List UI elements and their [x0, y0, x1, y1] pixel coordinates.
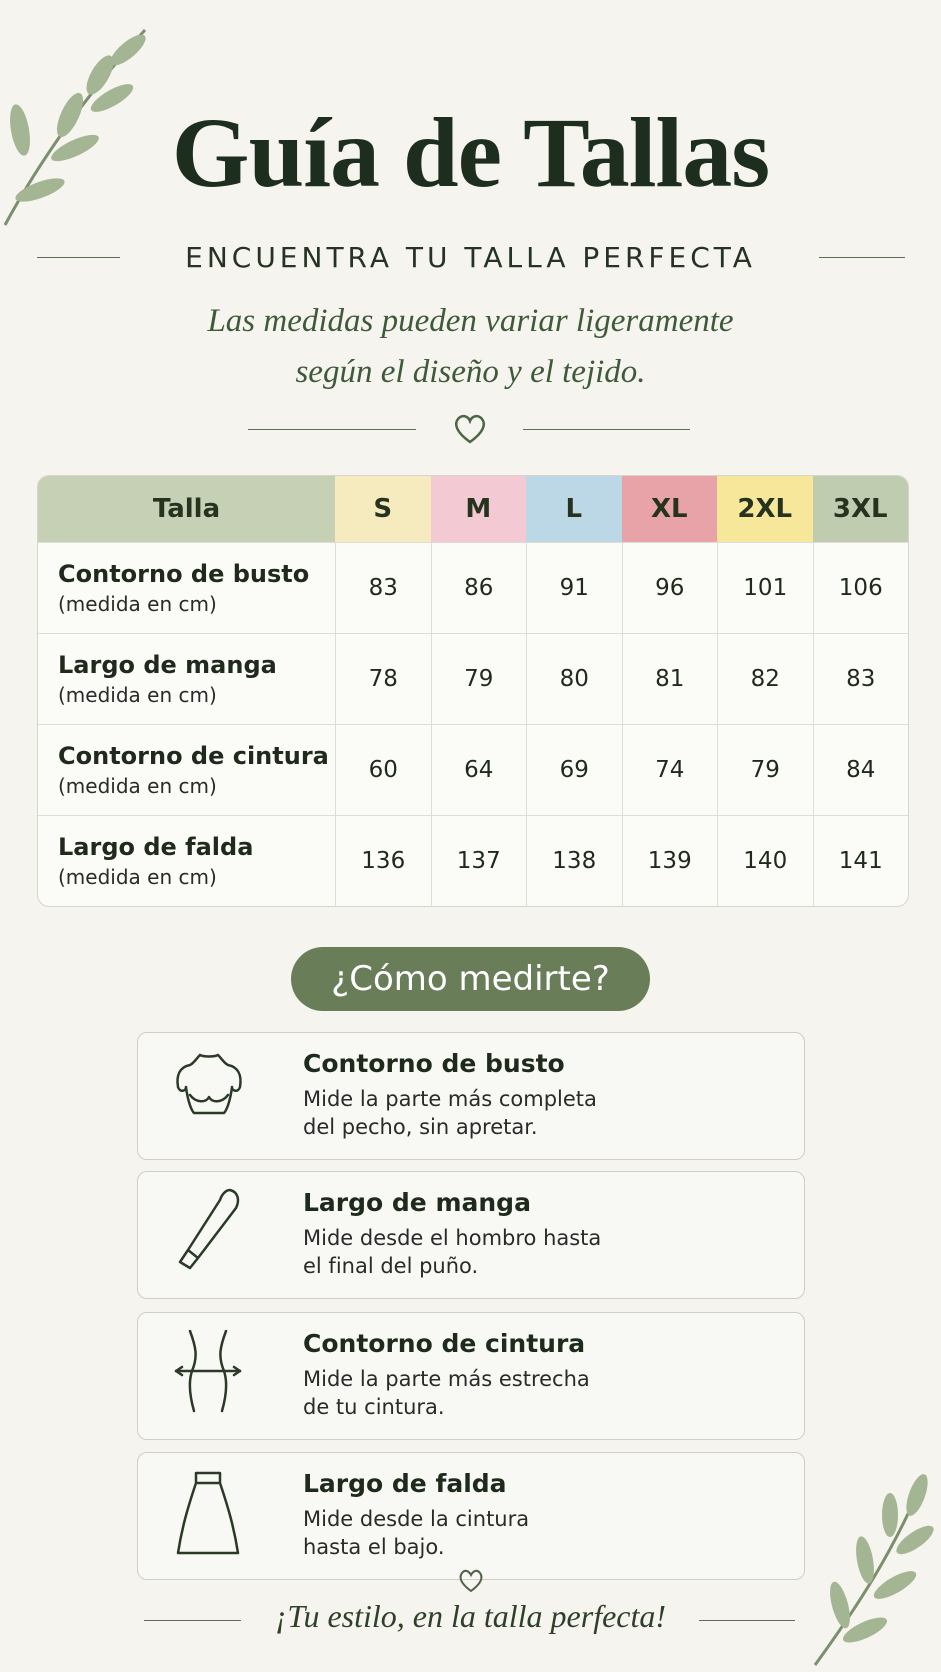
cell: 78 [335, 633, 431, 724]
divider [523, 429, 690, 430]
divider [819, 257, 905, 258]
unit: (medida en cm) [58, 592, 217, 616]
cell: 106 [812, 542, 908, 633]
note: según el diseño y el tejido. [295, 354, 646, 390]
card-text: Mide la parte más estrecha [303, 1367, 590, 1391]
how-to-card: Contorno de cintura Mide la parte más est… [137, 1312, 805, 1440]
cell: 69 [526, 724, 622, 815]
divider [144, 1620, 241, 1621]
row-label: Largo de falda (medida en cm) [38, 815, 335, 906]
measure-icon [176, 1053, 242, 1115]
cell: 84 [812, 724, 908, 815]
table-row: Contorno de cintura (medida en cm) 60 64 69 7… [38, 724, 908, 815]
cell: 101 [717, 542, 813, 633]
header-cell: XL [621, 476, 717, 542]
cell: 96 [621, 542, 717, 633]
note: Las medidas pueden variar ligeramente [207, 303, 734, 339]
footer: ¡Tu estilo, en la talla perfecta! [274, 1598, 667, 1634]
header-cell: 3XL [812, 476, 908, 542]
measure-name: Largo de falda [58, 833, 254, 861]
card-text: el final del puño. [303, 1254, 479, 1278]
table-row: Largo de falda (medida en cm) 136 137 138 139… [38, 815, 908, 906]
row-label: Largo de manga (medida en cm) [38, 633, 335, 724]
cell: 74 [621, 724, 717, 815]
card-text: de tu cintura. [303, 1395, 445, 1419]
cell: 60 [335, 724, 431, 815]
how-to-card: Largo de falda Mide desde la cintura hasta… [137, 1452, 805, 1580]
card-text: del pecho, sin apretar. [303, 1115, 538, 1139]
title: Guía de Tallas [171, 97, 770, 208]
unit: (medida en cm) [58, 683, 217, 707]
measure-name: Contorno de busto [58, 560, 310, 588]
unit: (medida en cm) [58, 774, 217, 798]
heart-icon [459, 1569, 483, 1593]
cell: 141 [812, 815, 908, 906]
section-title: ¿Cómo medirte? [291, 947, 650, 1011]
measure-icon [176, 1471, 240, 1555]
size-table: Talla S M L XL 2XL 3XL Contorno de busto (medida… [37, 475, 909, 907]
subtitle: ENCUENTRA TU TALLA PERFECTA [185, 241, 756, 274]
card-title: Contorno de busto [303, 1049, 565, 1078]
header-cell: L [526, 476, 622, 542]
row-label: Contorno de cintura (medida en cm) [38, 724, 335, 815]
heart-icon [454, 414, 486, 444]
header-cell: 2XL [717, 476, 813, 542]
how-to-card: Largo de manga Mide desde el hombro hasta… [137, 1171, 805, 1299]
cell: 83 [335, 542, 431, 633]
card-text: hasta el bajo. [303, 1535, 445, 1559]
cell: 83 [812, 633, 908, 724]
card-text: Mide desde el hombro hasta [303, 1226, 602, 1250]
card-title: Largo de falda [303, 1469, 507, 1498]
measure-name: Contorno de cintura [58, 742, 329, 770]
card-title: Contorno de cintura [303, 1329, 586, 1358]
card-title: Largo de manga [303, 1188, 531, 1217]
card-text: Mide desde la cintura [303, 1507, 530, 1531]
cell: 86 [430, 542, 526, 633]
cell: 82 [717, 633, 813, 724]
cell: 137 [430, 815, 526, 906]
measure-icon [178, 1188, 240, 1270]
table-row: Contorno de busto (medida en cm) 83 86 91 96 1… [38, 542, 908, 633]
header-cell: Talla [38, 476, 335, 542]
cell: 79 [717, 724, 813, 815]
row-label: Contorno de busto (medida en cm) [38, 542, 335, 633]
unit: (medida en cm) [58, 865, 217, 889]
cell: 140 [717, 815, 813, 906]
cell: 64 [430, 724, 526, 815]
divider [699, 1620, 795, 1621]
cell: 136 [335, 815, 431, 906]
card-text: Mide la parte más completa [303, 1087, 597, 1111]
how-to-card: Contorno de busto Mide la parte más compl… [137, 1032, 805, 1160]
header-row: Talla S M L XL 2XL 3XL [38, 476, 908, 542]
leaf-decoration [3, 28, 147, 226]
measure-icon [174, 1329, 242, 1413]
leaf-decoration [813, 1474, 934, 1666]
header-cell: M [430, 476, 526, 542]
measure-name: Largo de manga [58, 651, 277, 679]
divider [248, 429, 416, 430]
cell: 80 [526, 633, 622, 724]
cell: 81 [621, 633, 717, 724]
cell: 139 [621, 815, 717, 906]
cell: 91 [526, 542, 622, 633]
cell: 138 [526, 815, 622, 906]
cell: 79 [430, 633, 526, 724]
table-row: Largo de manga (medida en cm) 78 79 80 81 82 83 [38, 633, 908, 724]
header-cell: S [335, 476, 431, 542]
divider [37, 257, 120, 258]
